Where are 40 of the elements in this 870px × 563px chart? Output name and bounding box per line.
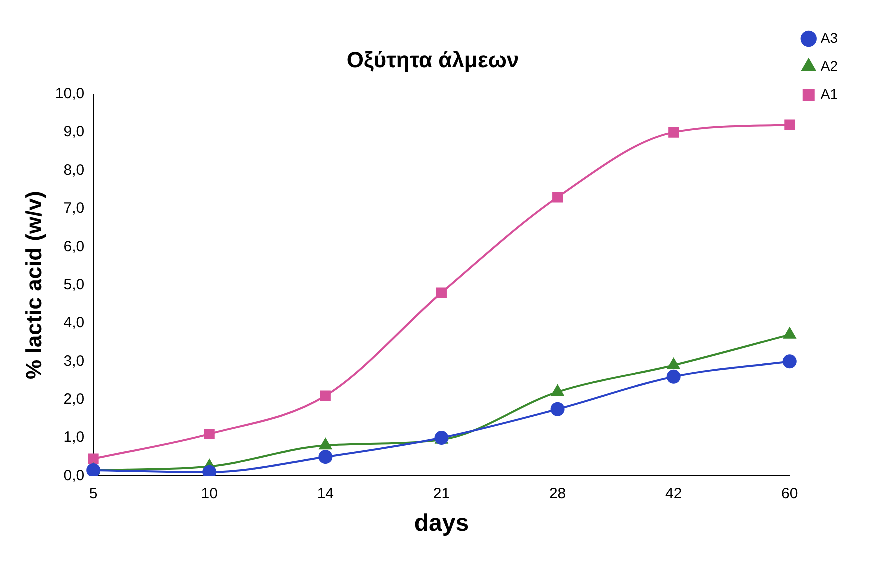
point [319,438,332,450]
point [550,402,565,416]
point [318,450,333,464]
chart-title: Οξύτητα άλμεων [346,47,520,72]
point [552,385,564,396]
y-tick-label: 10,0 [55,86,85,103]
x-tick-label: 5 [89,485,98,502]
y-tick-label: 2,0 [64,390,85,408]
point [552,192,564,203]
x-tick-label: 21 [433,485,450,502]
x-tick-label: 28 [549,485,566,502]
point [668,358,680,370]
point [88,454,99,464]
point [782,354,797,369]
y-tick-label: 3,0 [64,352,85,370]
y-tick-label: 8,0 [64,162,85,179]
y-tick-label: 4,0 [64,314,85,332]
point [202,465,217,476]
x-axis-title: days [414,510,470,538]
point [204,428,215,440]
y-tick-label: 9,0 [64,124,85,141]
y-tick-label: 6,0 [64,238,85,256]
x-tick-label: 60 [782,485,798,502]
x-tick-label: 14 [317,485,334,502]
legend-label: A2 [820,58,838,74]
point [784,120,796,130]
point [784,328,796,339]
point [320,390,331,402]
point [666,370,681,384]
x-tick-label: 42 [665,485,682,502]
point [668,127,680,138]
legend-label: A1 [820,86,838,102]
y-tick-label: 5,0 [64,276,85,294]
y-axis-title: % lactic acid (w/v) [21,191,46,380]
y-tick-label: 7,0 [64,200,85,218]
legend-label: A3 [820,30,838,46]
y-tick-label: 1,0 [64,429,85,446]
x-tick-label: 10 [201,485,218,502]
point [436,288,447,298]
y-tick-label: 0,0 [64,467,85,484]
